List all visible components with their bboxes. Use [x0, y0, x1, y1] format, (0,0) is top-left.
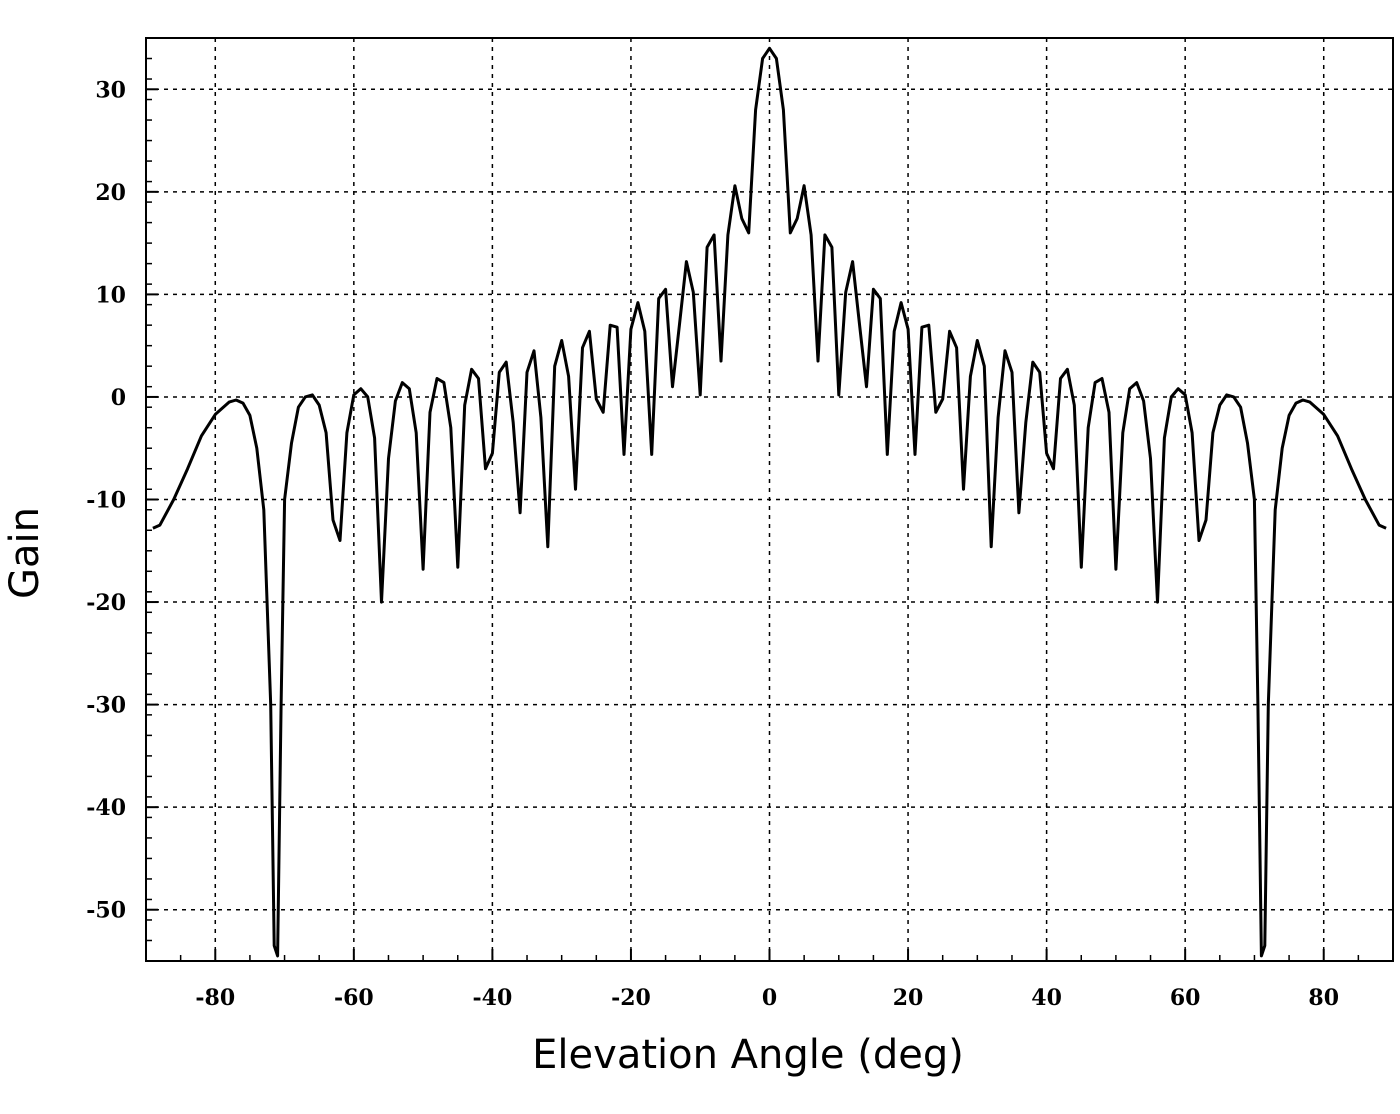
plot-frame	[145, 37, 1394, 962]
y-axis-title: Gain	[2, 507, 48, 599]
x-tick-label: 60	[1170, 985, 1201, 1011]
y-tick-label: -20	[86, 590, 126, 616]
x-tick-labels: -80 -60 -40 -20 0 20 40 60 80	[195, 985, 1339, 1011]
x-tick-label: 0	[762, 985, 777, 1011]
grid	[146, 38, 1393, 961]
y-tick-label: 20	[95, 180, 126, 206]
y-tick-label: 30	[95, 77, 126, 103]
x-tick-label: -60	[334, 985, 374, 1011]
y-tick-label: 10	[95, 282, 126, 308]
x-tick-label: -20	[611, 985, 651, 1011]
x-tick-label: 40	[1031, 985, 1062, 1011]
y-tick-label: -30	[86, 693, 126, 719]
y-tick-label: -10	[86, 488, 126, 514]
x-tick-label: 80	[1308, 985, 1339, 1011]
x-tick-label: 20	[893, 985, 924, 1011]
x-tick-label: -80	[195, 985, 235, 1011]
y-tick-labels: 30 20 10 0 -10 -20 -30 -40 -50	[86, 77, 126, 923]
y-tick-label: -50	[86, 898, 126, 924]
y-tick-label: 0	[111, 385, 126, 411]
x-tick-label: -40	[473, 985, 513, 1011]
gain-series-line	[152, 46, 1387, 958]
x-axis-title: Elevation Angle (deg)	[532, 1032, 964, 1078]
y-tick-label: -40	[86, 795, 126, 821]
